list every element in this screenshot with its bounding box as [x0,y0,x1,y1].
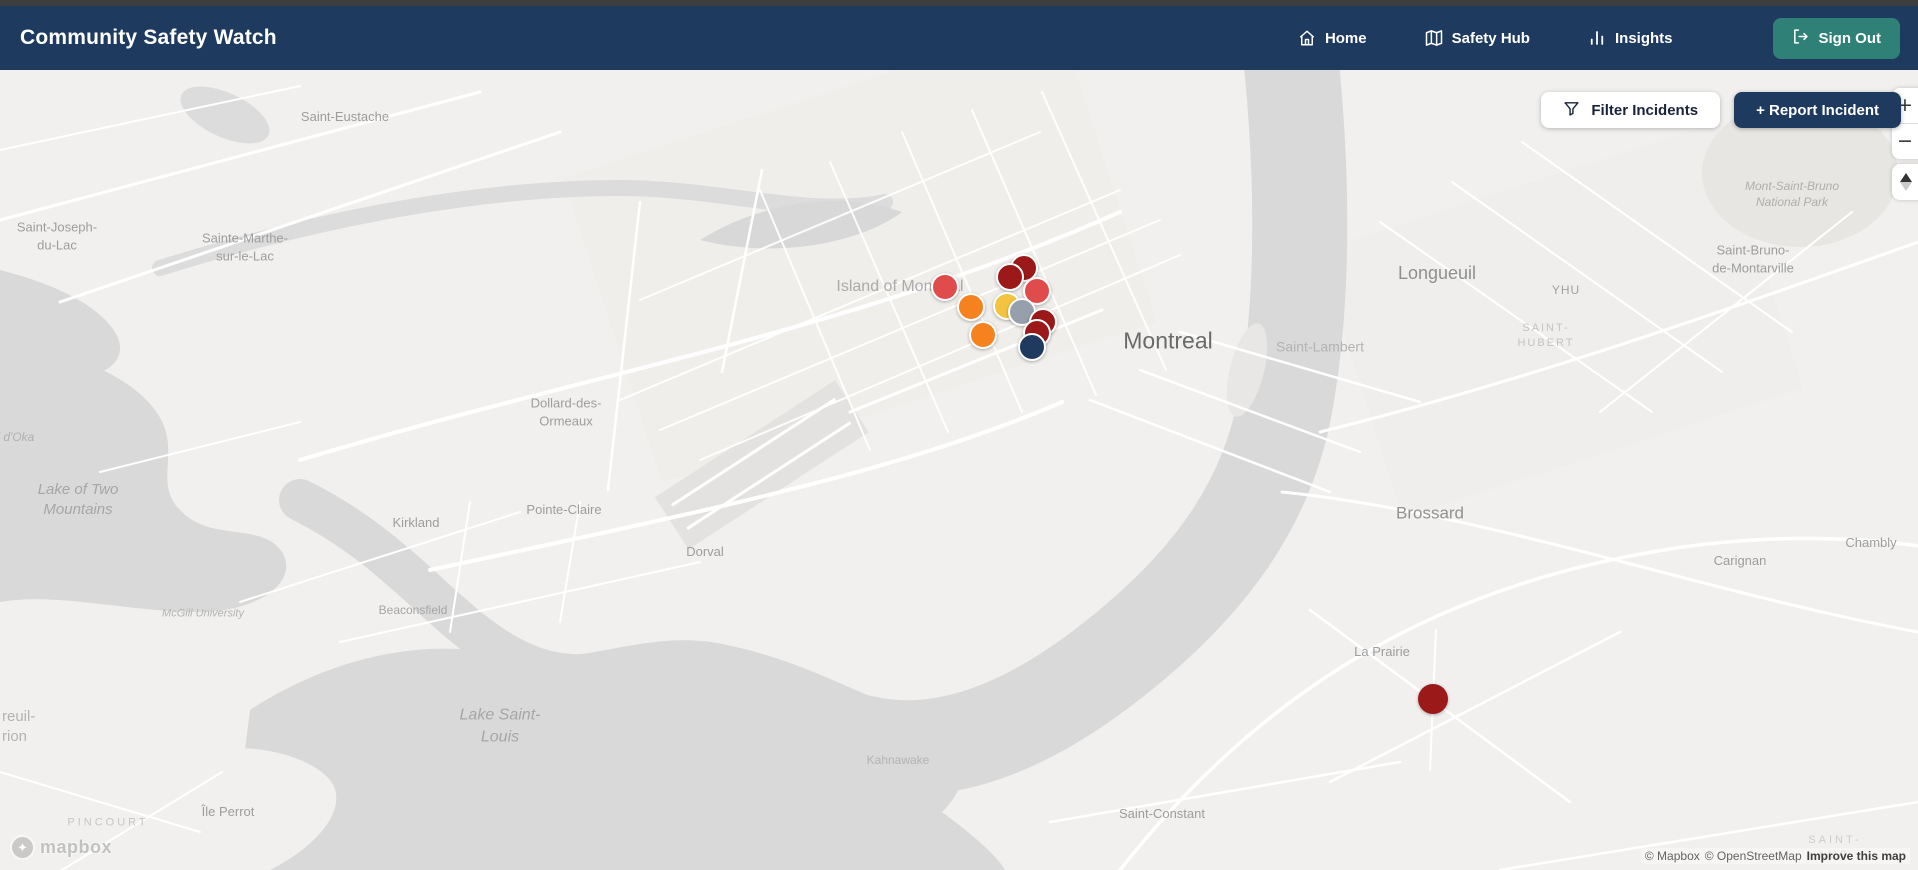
map-container[interactable]: Saint-Eustache Saint-Joseph- du-Lac Sainte… [0,70,1918,870]
header-nav: Home Safety Hub Insights Sign Out [1298,17,1900,59]
incident-marker[interactable] [996,263,1024,291]
compass-control[interactable] [1892,164,1918,200]
incident-marker[interactable] [931,273,959,301]
sign-out-label: Sign Out [1818,29,1882,47]
app-title: Community Safety Watch [20,26,277,49]
nav-item-insights[interactable]: Insights [1588,29,1673,47]
bar-chart-icon [1588,29,1606,47]
filter-incidents-button[interactable]: Filter Incidents [1541,92,1721,128]
nav-item-label: Home [1324,29,1367,47]
improve-this-map-link[interactable]: Improve this map [1806,849,1906,863]
incident-marker[interactable] [969,321,997,349]
attribution-mapbox-link[interactable]: © Mapbox [1644,849,1700,863]
compass-needle-north-icon [1900,173,1912,182]
report-incident-button[interactable]: + Report Incident [1734,92,1901,128]
map-canvas[interactable] [0,70,1918,870]
zoom-out-button[interactable]: − [1892,124,1918,159]
filter-incidents-label: Filter Incidents [1591,101,1699,119]
map-attribution: © Mapbox © OpenStreetMap Improve this ma… [1640,848,1910,864]
sign-out-button[interactable]: Sign Out [1772,17,1900,59]
nav-item-label: Insights [1614,29,1673,47]
incident-marker[interactable] [1018,333,1046,361]
incident-marker[interactable] [957,293,985,321]
nav-item-safety-hub[interactable]: Safety Hub [1425,29,1530,47]
nav-item-home[interactable]: Home [1298,29,1367,47]
incident-marker[interactable] [1418,684,1448,714]
app-header: Community Safety Watch Home Safety Hub I… [0,6,1918,70]
control-divider [1892,123,1918,124]
map-icon [1425,29,1443,47]
window-top-strip [0,0,1918,6]
compass-needle-south-icon [1900,182,1912,191]
filter-funnel-icon [1563,100,1580,121]
attribution-osm-link[interactable]: © OpenStreetMap [1704,849,1802,863]
map-toolbar: Filter Incidents + Report Incident [1541,92,1901,128]
nav-item-label: Safety Hub [1451,29,1530,47]
home-icon [1298,29,1316,47]
log-out-icon [1792,28,1809,49]
